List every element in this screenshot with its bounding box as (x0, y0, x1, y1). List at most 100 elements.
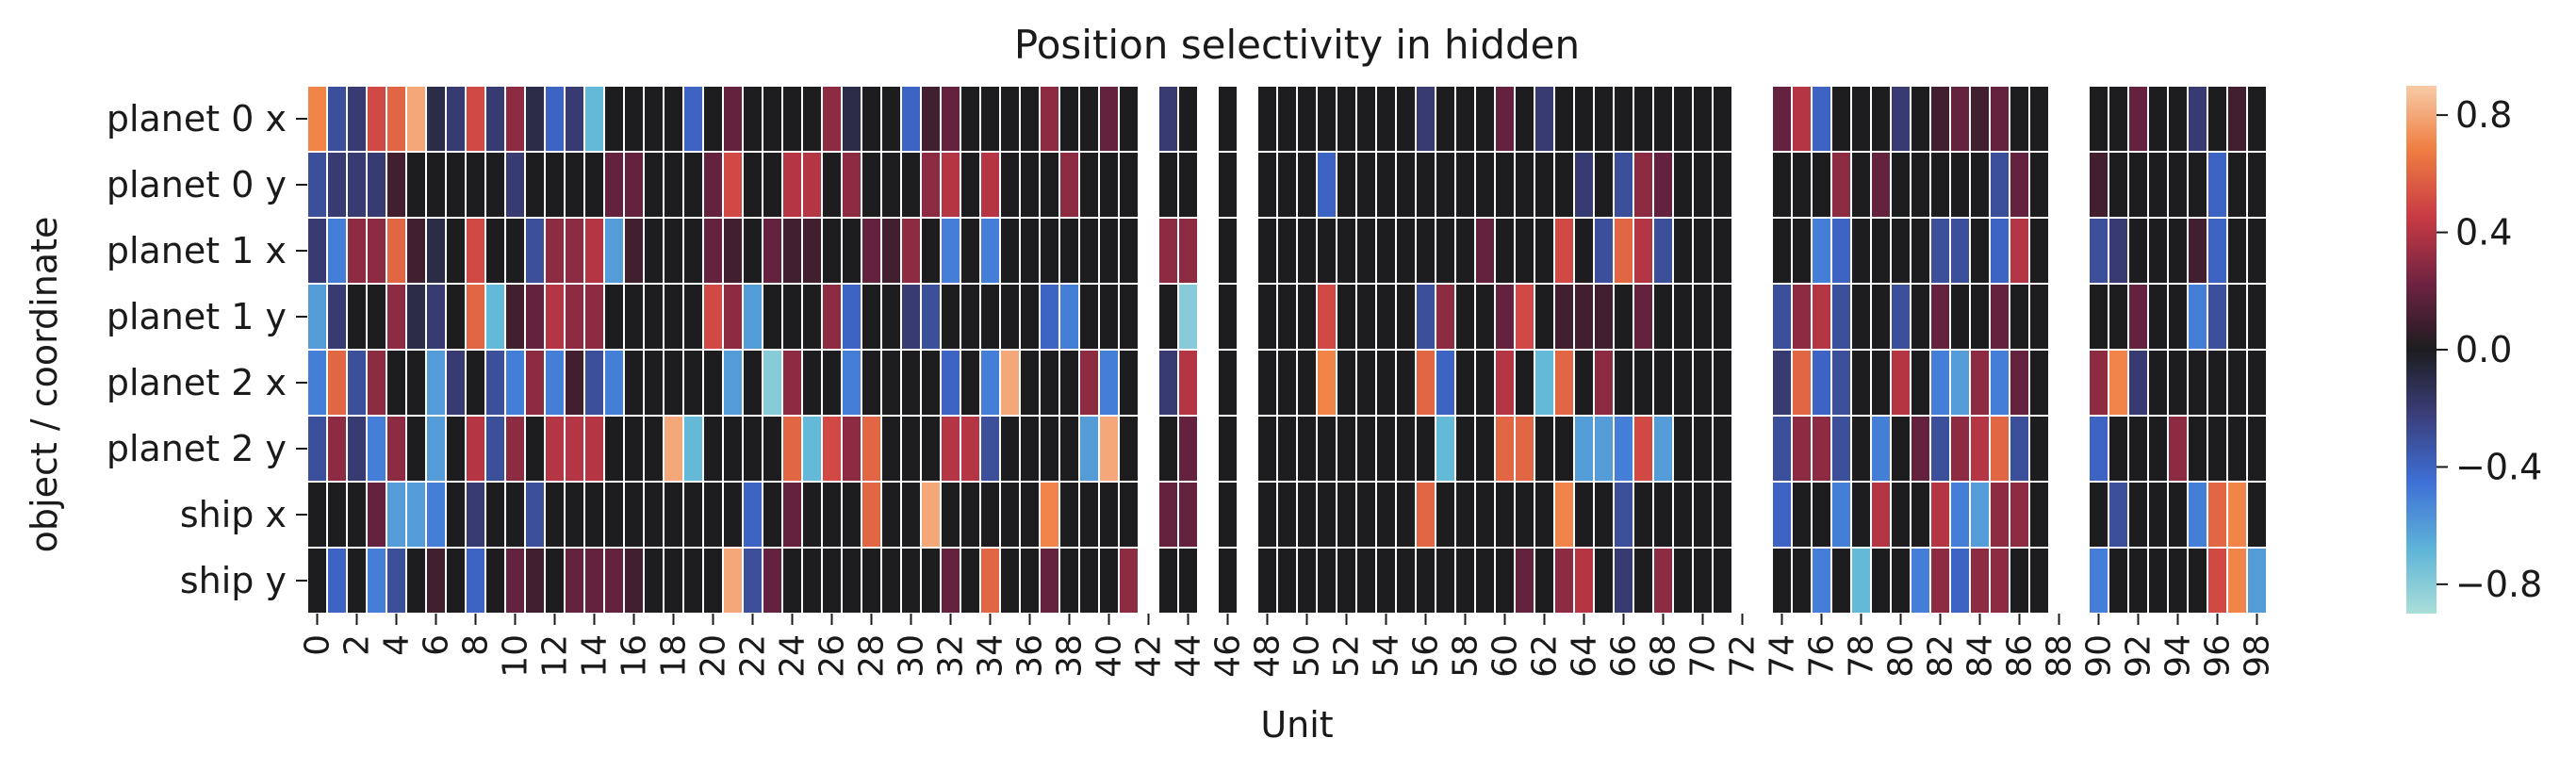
heatmap-cell (1692, 283, 1714, 351)
heatmap-cell (960, 85, 981, 153)
heatmap-cell (920, 217, 942, 285)
x-tick-label: 46 (1209, 634, 1248, 678)
heatmap-cell (682, 85, 704, 153)
heatmap-cell (1850, 415, 1872, 483)
heatmap-cell (326, 415, 348, 483)
heatmap-cell (1553, 547, 1575, 615)
heatmap-cell (1435, 349, 1456, 417)
heatmap-cell (2187, 283, 2208, 351)
x-tick-label: 70 (1684, 634, 1723, 678)
heatmap-cell (1435, 85, 1456, 153)
heatmap-cell (1494, 547, 1516, 615)
heatmap-cell (2088, 349, 2109, 417)
heatmap-cell (1652, 151, 1674, 219)
heatmap-cell (1514, 217, 1535, 285)
heatmap-cell (1118, 85, 1140, 153)
heatmap-cell (564, 85, 585, 153)
heatmap-cell (643, 283, 665, 351)
heatmap-cell (1929, 85, 1951, 153)
heatmap-cell (1355, 349, 1377, 417)
heatmap-cell (1553, 217, 1575, 285)
heatmap-cell (821, 217, 843, 285)
heatmap-cell (1217, 283, 1239, 351)
heatmap-cell (1771, 85, 1793, 153)
heatmap-cell (762, 481, 783, 549)
heatmap-cell (1415, 547, 1436, 615)
heatmap-cell (920, 481, 942, 549)
heatmap-cell (781, 481, 803, 549)
heatmap-cell (366, 217, 387, 285)
heatmap-cell (1910, 151, 1931, 219)
heatmap-cell (2187, 349, 2208, 417)
heatmap-cell (1415, 151, 1436, 219)
heatmap-cell (1454, 547, 1476, 615)
heatmap-cell (2028, 481, 2050, 549)
heatmap-cell (1098, 217, 1120, 285)
heatmap-cell (1593, 415, 1615, 483)
heatmap-cell (425, 481, 447, 549)
x-tick-label: 0 (299, 634, 337, 656)
heatmap-cell (2167, 151, 2189, 219)
heatmap-cell (880, 481, 902, 549)
heatmap-cell (544, 547, 566, 615)
heatmap-cell (722, 481, 744, 549)
heatmap-cell (1514, 547, 1535, 615)
heatmap-cell (445, 217, 467, 285)
heatmap-cell (960, 547, 981, 615)
heatmap-cell (1652, 547, 1674, 615)
x-tick-label: 4 (378, 634, 417, 656)
heatmap-cell (366, 151, 387, 219)
heatmap-cell (1316, 349, 1337, 417)
heatmap-cell (1534, 283, 1555, 351)
heatmap-cell (1078, 481, 1100, 549)
heatmap-cell (2207, 349, 2228, 417)
heatmap-cell (781, 151, 803, 219)
heatmap-cell (762, 85, 783, 153)
x-tick-label: 36 (1011, 634, 1050, 678)
heatmap-cell (524, 547, 546, 615)
heatmap-cell (940, 415, 961, 483)
heatmap-cell (1078, 349, 1100, 417)
heatmap-cell (1969, 415, 1991, 483)
colorbar-tick-label: −0.8 (2455, 564, 2542, 605)
heatmap-cell (920, 415, 942, 483)
heatmap-cell (1910, 217, 1931, 285)
heatmap-cell (1256, 217, 1278, 285)
heatmap-cell (2127, 151, 2149, 219)
heatmap-cell (1692, 415, 1714, 483)
heatmap-cell (1039, 283, 1060, 351)
heatmap-cell (1692, 85, 1714, 153)
heatmap-cell (781, 217, 803, 285)
heatmap-cell (999, 547, 1021, 615)
heatmap-cell (2088, 481, 2109, 549)
heatmap-cell (1415, 481, 1436, 549)
heatmap-cell (1553, 85, 1575, 153)
heatmap-cell (2127, 415, 2149, 483)
heatmap-cell (603, 85, 625, 153)
heatmap-cell (1375, 415, 1397, 483)
heatmap-cell (2108, 481, 2129, 549)
heatmap-cell (1157, 481, 1179, 549)
heatmap-cell (484, 151, 506, 219)
heatmap-cell (603, 481, 625, 549)
heatmap-cell (2226, 349, 2248, 417)
heatmap-cell (781, 283, 803, 351)
x-tick-label: 14 (576, 634, 615, 678)
heatmap-cell (425, 151, 447, 219)
heatmap-cell (1553, 151, 1575, 219)
heatmap-cell (603, 349, 625, 417)
x-tick-label: 92 (2120, 634, 2158, 678)
heatmap-cell (999, 151, 1021, 219)
heatmap-cell (722, 217, 744, 285)
heatmap-cell (2246, 283, 2268, 351)
heatmap-cell (623, 151, 645, 219)
heatmap-cell (1771, 481, 1793, 549)
heatmap-cell (900, 85, 922, 153)
heatmap-cell (1157, 415, 1179, 483)
x-tick-label: 98 (2239, 634, 2277, 678)
heatmap-cell (841, 217, 862, 285)
heatmap-cell (1474, 85, 1496, 153)
heatmap-cell (504, 151, 526, 219)
heatmap-cell (1078, 85, 1100, 153)
heatmap-cell (583, 481, 605, 549)
